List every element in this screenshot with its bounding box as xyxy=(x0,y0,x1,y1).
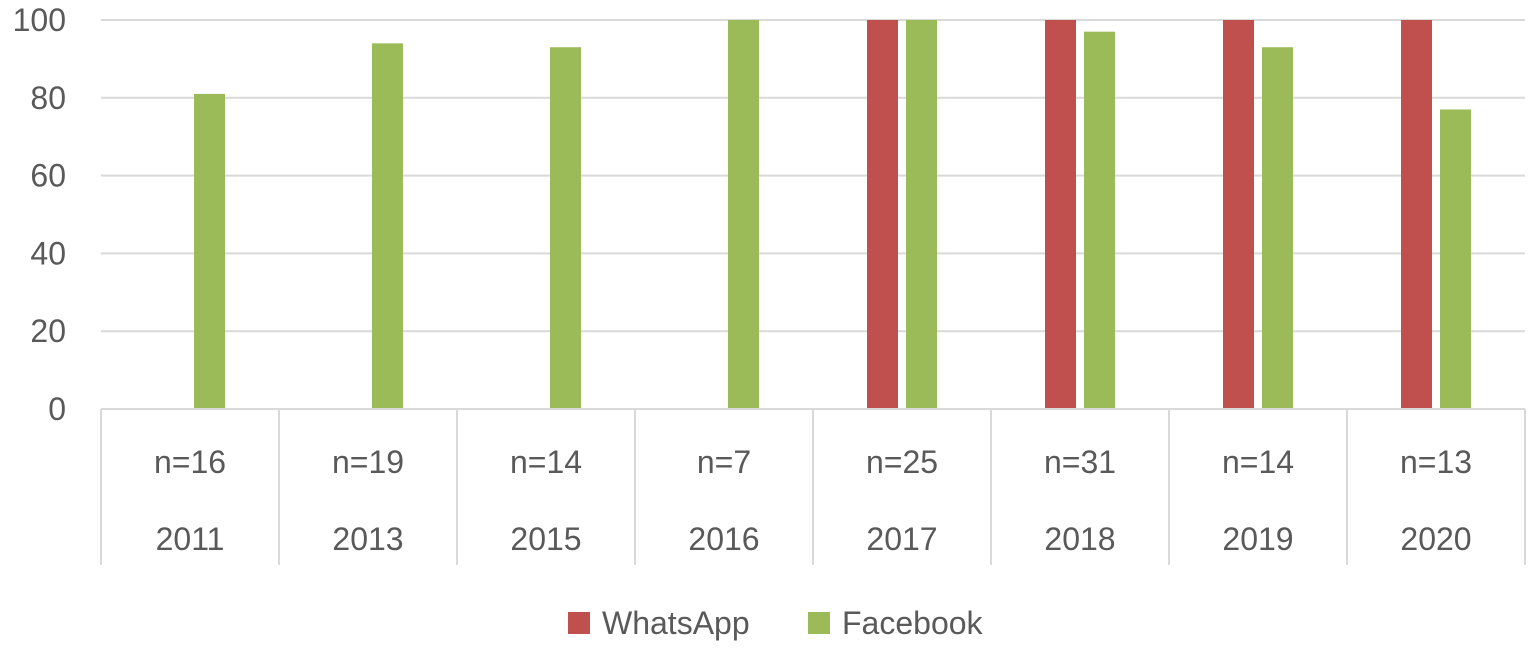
category-year-label: 2019 xyxy=(1222,521,1293,557)
bar-facebook-2015 xyxy=(550,47,581,409)
y-tick-label: 100 xyxy=(13,2,66,38)
legend-swatch-whatsapp xyxy=(568,612,590,634)
y-tick-label: 20 xyxy=(30,313,66,349)
bar-facebook-2013 xyxy=(372,43,403,410)
category-n-label: n=14 xyxy=(1222,444,1294,480)
category-n-label: n=31 xyxy=(1044,444,1116,480)
bar-whatsapp-2017 xyxy=(867,20,898,409)
legend: WhatsApp Facebook xyxy=(568,605,984,641)
category-n-label: n=13 xyxy=(1400,444,1472,480)
bar-facebook-2011 xyxy=(194,93,225,409)
category-year-label: 2013 xyxy=(332,521,403,557)
bar-facebook-2020 xyxy=(1440,109,1471,409)
bar-whatsapp-2019 xyxy=(1223,20,1254,409)
x-axis: n=16 2011 n=19 2013 n=14 2015 n=7 2016 n=25 2017 n… xyxy=(100,408,1526,565)
bar-whatsapp-2020 xyxy=(1401,20,1432,409)
y-tick-label: 40 xyxy=(30,235,66,271)
y-tick-label: 0 xyxy=(48,391,66,427)
category-year-label: 2018 xyxy=(1044,521,1115,557)
category-year-label: 2011 xyxy=(156,521,225,557)
gridlines xyxy=(101,19,1525,333)
category-n-label: n=16 xyxy=(154,444,226,480)
category-n-label: n=7 xyxy=(697,444,751,480)
category-year-label: 2017 xyxy=(866,521,937,557)
y-axis-tick-labels: 0 20 40 60 80 100 xyxy=(13,2,66,427)
category-year-label: 2016 xyxy=(688,521,759,557)
bar-facebook-2016 xyxy=(728,20,759,409)
bar-facebook-2019 xyxy=(1262,47,1293,409)
bars xyxy=(194,20,1471,410)
legend-label-facebook: Facebook xyxy=(842,605,984,641)
category-n-label: n=14 xyxy=(510,444,582,480)
y-tick-label: 80 xyxy=(30,80,66,116)
category-year-label: 2020 xyxy=(1400,521,1471,557)
y-tick-label: 60 xyxy=(30,158,66,194)
category-year-label: 2015 xyxy=(510,521,581,557)
bar-facebook-2018 xyxy=(1084,31,1115,409)
category-n-label: n=25 xyxy=(866,444,938,480)
bar-whatsapp-2018 xyxy=(1045,20,1076,409)
legend-label-whatsapp: WhatsApp xyxy=(602,605,750,641)
category-n-label: n=19 xyxy=(332,444,404,480)
bar-facebook-2017 xyxy=(906,20,937,409)
legend-swatch-facebook xyxy=(808,612,830,634)
